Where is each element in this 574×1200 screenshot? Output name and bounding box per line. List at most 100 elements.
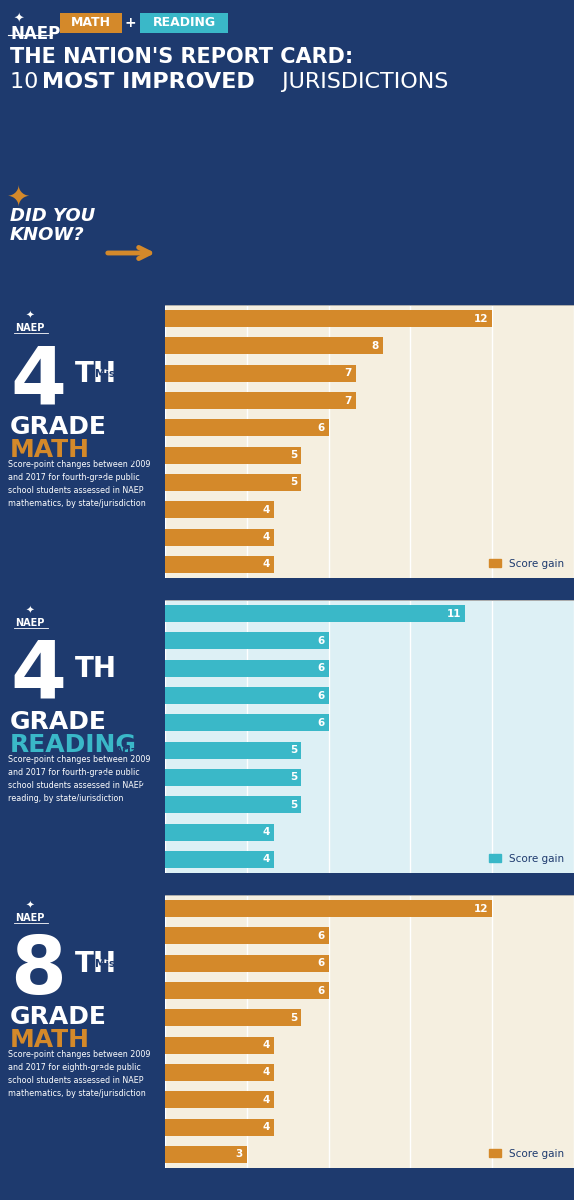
Text: MATH: MATH bbox=[10, 1028, 90, 1052]
Text: on the National Assessment of Educational Progress, also: on the National Assessment of Educationa… bbox=[177, 223, 516, 236]
Text: NAEP: NAEP bbox=[15, 323, 45, 332]
Text: 7: 7 bbox=[344, 396, 352, 406]
Text: 3: 3 bbox=[235, 1150, 243, 1159]
Text: NOTE: NOTE bbox=[173, 1175, 199, 1183]
Bar bbox=[165, 955, 328, 972]
Bar bbox=[165, 1146, 247, 1163]
Text: ✦: ✦ bbox=[26, 901, 34, 911]
Text: 5: 5 bbox=[290, 745, 297, 755]
Bar bbox=[165, 528, 274, 546]
Text: 12: 12 bbox=[474, 904, 488, 913]
Text: 5: 5 bbox=[290, 799, 297, 810]
Bar bbox=[165, 1091, 274, 1109]
Bar bbox=[165, 823, 274, 840]
Bar bbox=[165, 714, 328, 731]
Text: 6: 6 bbox=[317, 959, 324, 968]
Text: MATH: MATH bbox=[71, 17, 111, 30]
Text: TH: TH bbox=[75, 655, 117, 683]
Text: GRADE: GRADE bbox=[10, 415, 107, 439]
Text: 6: 6 bbox=[317, 718, 324, 728]
Bar bbox=[165, 1064, 274, 1081]
Bar bbox=[165, 660, 328, 677]
Text: NOTE: NOTE bbox=[173, 584, 199, 594]
Text: 4: 4 bbox=[262, 532, 270, 542]
Text: Score-point changes between 2009
and 2017 for fourth-grade public
school student: Score-point changes between 2009 and 201… bbox=[8, 755, 150, 803]
Text: +: + bbox=[124, 16, 136, 30]
Bar bbox=[165, 1118, 274, 1135]
Text: ✦: ✦ bbox=[6, 182, 30, 211]
Text: 8: 8 bbox=[372, 341, 379, 350]
Text: 12: 12 bbox=[474, 313, 488, 324]
Text: 6: 6 bbox=[317, 931, 324, 941]
Text: 4: 4 bbox=[262, 1122, 270, 1132]
Bar bbox=[165, 982, 328, 1000]
Text: 11: 11 bbox=[447, 608, 461, 619]
Legend: Score gain: Score gain bbox=[484, 554, 569, 572]
Text: GRADE: GRADE bbox=[10, 710, 107, 734]
Bar bbox=[165, 556, 274, 572]
Text: JURISDICTIONS: JURISDICTIONS bbox=[275, 72, 448, 92]
Text: 5: 5 bbox=[290, 1013, 297, 1022]
Text: TH: TH bbox=[75, 360, 117, 388]
Text: NAEP: NAEP bbox=[10, 25, 60, 43]
Text: DoDEA = Department of Defense Education Activity: DoDEA = Department of Defense Education … bbox=[201, 584, 426, 594]
Bar bbox=[165, 446, 301, 463]
Text: 4: 4 bbox=[262, 1094, 270, 1105]
Text: known as The Nation’s Report Card.: known as The Nation’s Report Card. bbox=[177, 241, 389, 254]
Text: 6: 6 bbox=[317, 422, 324, 433]
Bar bbox=[165, 900, 492, 917]
Text: TH: TH bbox=[75, 950, 117, 978]
Text: 7: 7 bbox=[344, 368, 352, 378]
Bar bbox=[165, 365, 356, 382]
Text: 5: 5 bbox=[290, 773, 297, 782]
Bar bbox=[165, 797, 301, 814]
Text: 10: 10 bbox=[10, 72, 45, 92]
Bar bbox=[165, 632, 328, 649]
Text: 6: 6 bbox=[317, 690, 324, 701]
Bar bbox=[165, 419, 328, 437]
Legend: Score gain: Score gain bbox=[484, 1145, 569, 1163]
FancyBboxPatch shape bbox=[60, 13, 122, 32]
Text: READING: READING bbox=[153, 17, 216, 30]
Bar bbox=[165, 1009, 301, 1026]
Text: 6: 6 bbox=[317, 664, 324, 673]
Text: 6: 6 bbox=[317, 985, 324, 996]
Text: ✦: ✦ bbox=[26, 606, 34, 616]
Bar bbox=[165, 928, 328, 944]
Text: improvement from: improvement from bbox=[177, 205, 292, 218]
Bar bbox=[165, 688, 328, 704]
Text: 2009 to 2017 in math and reading: 2009 to 2017 in math and reading bbox=[281, 205, 507, 218]
Text: THE NATION'S REPORT CARD:: THE NATION'S REPORT CARD: bbox=[10, 47, 353, 67]
Text: NAEP: NAEP bbox=[15, 618, 45, 628]
Bar bbox=[165, 502, 274, 518]
Text: 4: 4 bbox=[262, 854, 270, 864]
Text: 8: 8 bbox=[10, 934, 66, 1010]
Bar bbox=[165, 851, 274, 868]
Text: 6: 6 bbox=[317, 636, 324, 646]
Text: Students in these states and jurisdictions showed the most: Students in these states and jurisdictio… bbox=[177, 187, 528, 200]
Text: MATH: MATH bbox=[10, 438, 90, 462]
Bar bbox=[165, 310, 492, 328]
Bar bbox=[165, 392, 356, 409]
Text: 4: 4 bbox=[10, 343, 66, 421]
Bar bbox=[165, 337, 383, 354]
Bar bbox=[165, 1037, 274, 1054]
Text: NAEP: NAEP bbox=[15, 913, 45, 923]
Bar bbox=[165, 474, 301, 491]
FancyBboxPatch shape bbox=[140, 13, 228, 32]
Text: DoDEA = Department of Defense Education Activity: DoDEA = Department of Defense Education … bbox=[201, 880, 426, 888]
Bar bbox=[165, 742, 301, 758]
Legend: Score gain: Score gain bbox=[484, 850, 569, 868]
Bar bbox=[165, 769, 301, 786]
Text: Score-point changes between 2009
and 2017 for fourth-grade public
school student: Score-point changes between 2009 and 201… bbox=[8, 460, 150, 508]
Text: 4: 4 bbox=[262, 827, 270, 838]
Text: 4: 4 bbox=[262, 505, 270, 515]
Text: DID YOU
KNOW?: DID YOU KNOW? bbox=[10, 206, 95, 245]
Text: 4: 4 bbox=[10, 638, 66, 716]
Text: 4: 4 bbox=[262, 1040, 270, 1050]
Text: DoDEA = Department of Defense Education Activity: DoDEA = Department of Defense Education … bbox=[201, 1175, 426, 1183]
Text: READING: READING bbox=[10, 733, 137, 757]
Text: ✦: ✦ bbox=[26, 311, 34, 320]
Text: MOST IMPROVED: MOST IMPROVED bbox=[42, 72, 255, 92]
Text: GRADE: GRADE bbox=[10, 1006, 107, 1028]
